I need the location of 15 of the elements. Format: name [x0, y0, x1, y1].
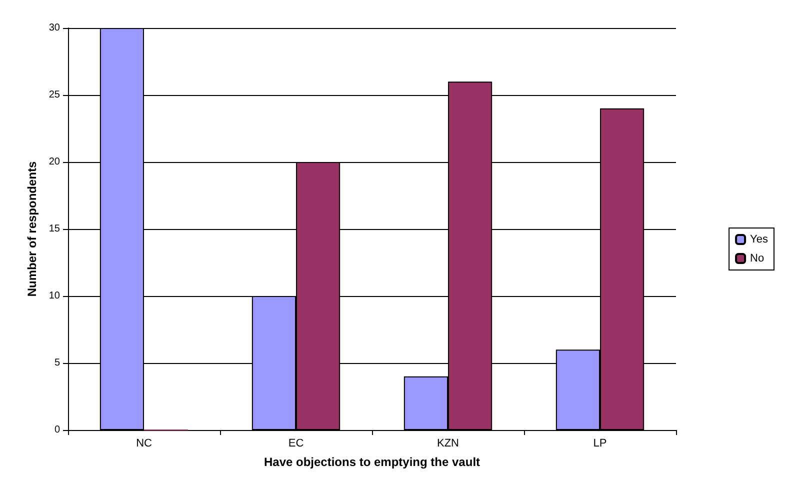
y-tick-label: 25: [48, 90, 60, 100]
x-axis-title: Have objections to emptying the vault: [264, 455, 480, 469]
legend-label: Yes: [750, 234, 768, 246]
x-tick-label: NC: [136, 438, 152, 450]
y-tick-label: 30: [48, 22, 60, 34]
legend-label: No: [750, 252, 764, 264]
y-tick-label: 15: [48, 224, 60, 234]
x-tick-label: KZN: [437, 438, 460, 450]
x-tick-label: EC: [288, 438, 304, 450]
y-axis-title: Number of respondents: [24, 161, 39, 297]
y-tick-label: 10: [48, 290, 60, 302]
y-tick-label: 5: [54, 358, 60, 368]
x-tick-label: LP: [593, 438, 607, 450]
y-tick-label: 0: [54, 424, 60, 436]
y-tick-label: 20: [48, 156, 60, 168]
